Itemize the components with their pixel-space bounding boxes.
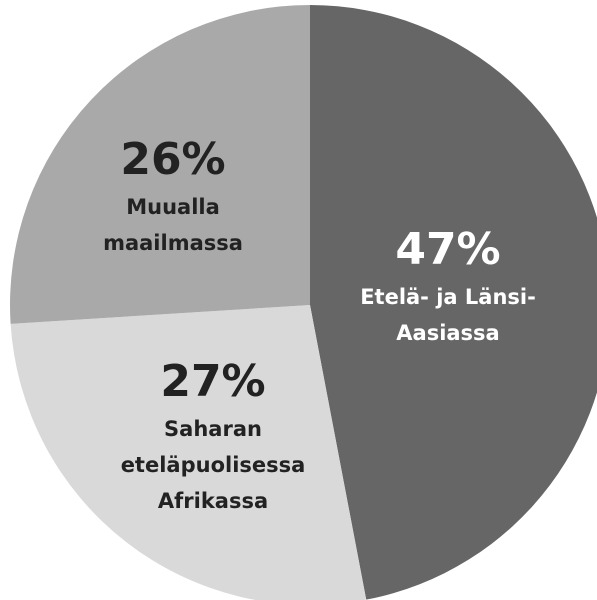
slice-label: Saharan bbox=[164, 417, 262, 441]
value-label: 26% bbox=[120, 134, 225, 185]
slice-label: maailmassa bbox=[103, 231, 243, 255]
pie-slice bbox=[9, 5, 310, 324]
slice-label: Aasiassa bbox=[396, 321, 499, 345]
value-label: 27% bbox=[160, 356, 265, 407]
pie-slice bbox=[10, 305, 367, 600]
pie-slice bbox=[310, 5, 597, 600]
slice-label: Muualla bbox=[126, 195, 220, 219]
slice-label: Afrikassa bbox=[158, 489, 268, 513]
value-label: 47% bbox=[395, 224, 500, 275]
slice-label: eteläpuolisessa bbox=[121, 453, 306, 477]
slice-label: Etelä- ja Länsi- bbox=[360, 285, 536, 309]
